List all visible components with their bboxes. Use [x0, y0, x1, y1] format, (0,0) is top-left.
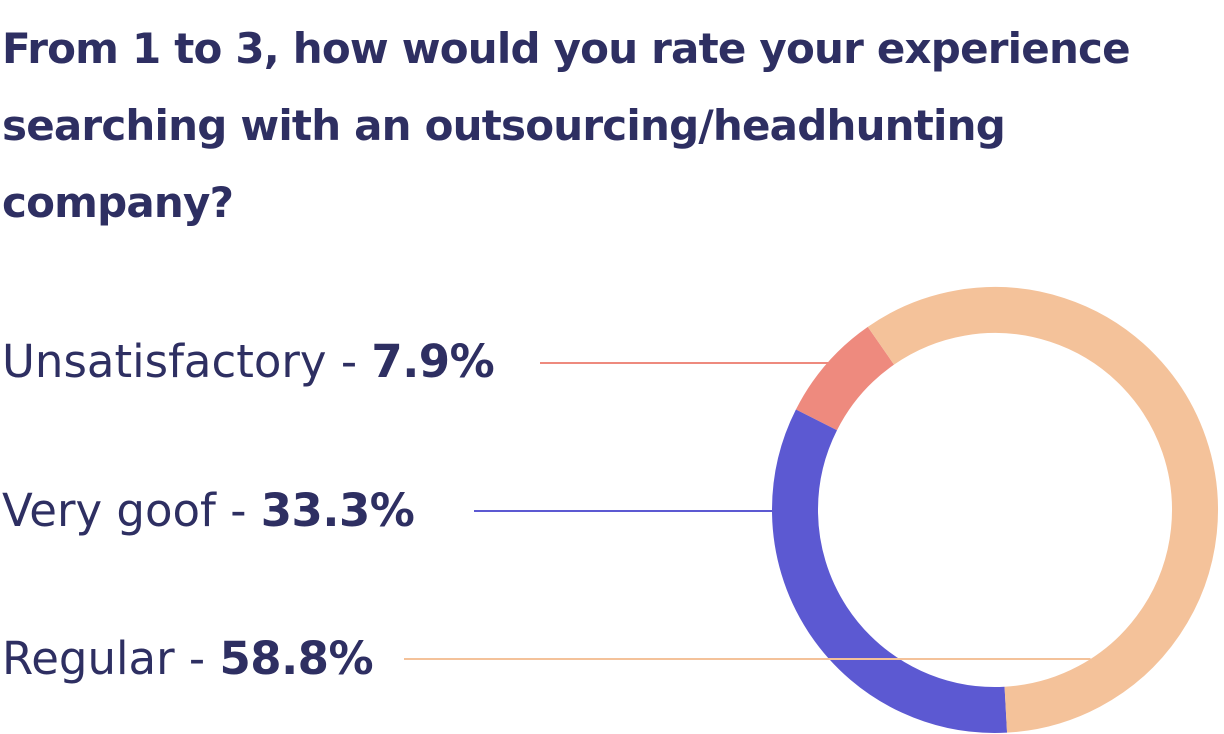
donut-slice-unsatisfactory	[795, 326, 895, 431]
legend-value: 33.3%	[260, 484, 415, 537]
legend-value: 58.8%	[219, 632, 374, 685]
legend-name: Very goof	[2, 484, 216, 537]
legend-separator: -	[174, 632, 220, 685]
donut-slice-regular	[867, 287, 1218, 733]
legend-name: Regular	[2, 632, 175, 685]
chart-title: From 1 to 3, how would you rate your exp…	[2, 24, 1131, 227]
legend-label-very-goof: Very goof - 33.3%	[2, 484, 415, 537]
legend-separator: -	[215, 484, 261, 537]
legend-separator: -	[326, 335, 372, 388]
legend-label-regular: Regular - 58.8%	[2, 632, 374, 685]
legend-value: 7.9%	[371, 335, 495, 388]
legend-label-unsatisfactory: Unsatisfactory - 7.9%	[2, 335, 495, 388]
legend-name: Unsatisfactory	[2, 335, 327, 388]
donut-slice-very-goof	[772, 409, 1008, 733]
